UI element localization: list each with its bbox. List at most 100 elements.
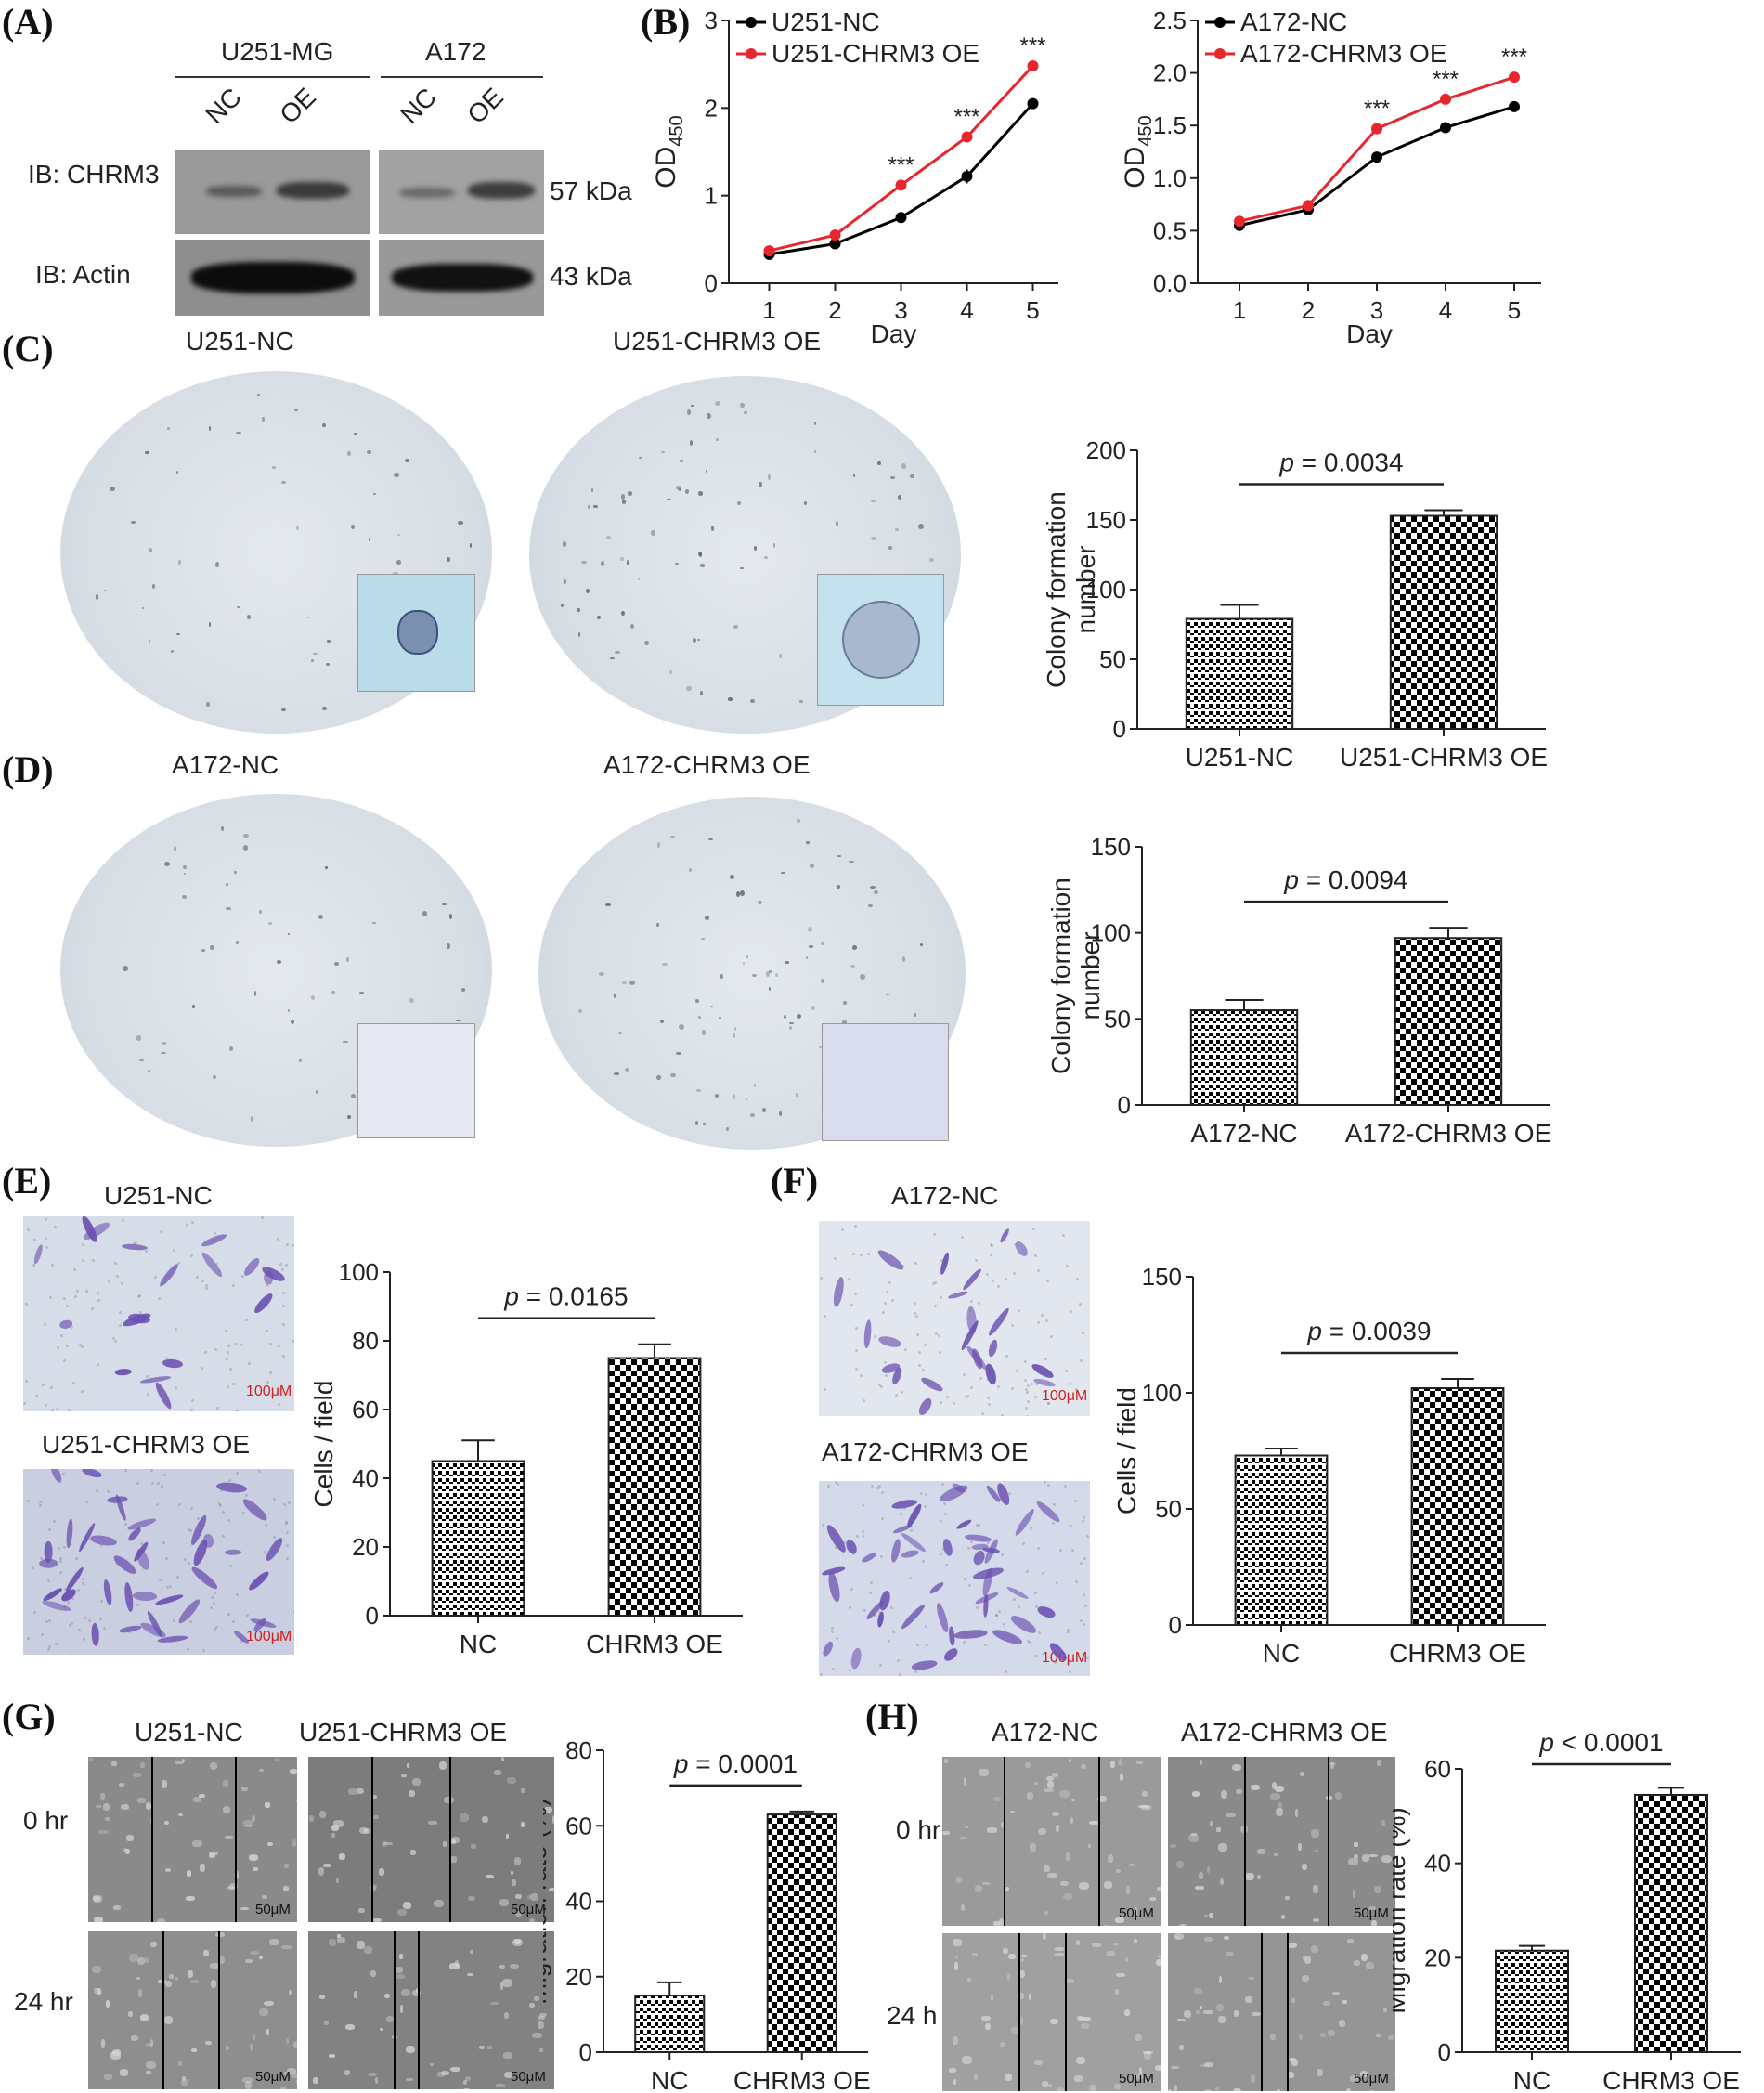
cell-speck [1225,1814,1236,1817]
colony-dot [397,533,400,536]
membrane-pore [220,1489,224,1493]
lane-label: NC [200,82,247,130]
cell-speck [1057,2087,1064,2091]
membrane-pore [899,1673,902,1676]
membrane-pore [45,1619,49,1623]
cell-speck [961,1904,966,1912]
membrane-pore [203,1351,207,1355]
colony-dot [409,997,414,1004]
membrane-pore [876,1487,880,1490]
colony-dot [136,1035,142,1041]
bar-nc [1495,1949,1569,2053]
colony-dot [104,589,107,592]
wound-edge-line [449,1757,451,1922]
cell-speck [94,1916,103,1922]
y-tick-label: 0 [1118,1091,1131,1119]
cell-speck [94,1987,98,1994]
colony-dot [422,911,427,916]
membrane-pore [47,1644,51,1648]
membrane-pore [201,1280,204,1283]
cell-speck [1134,1906,1138,1916]
cell-speck [375,2076,379,2084]
membrane-pore [66,1601,70,1605]
cell-speck [251,1814,255,1823]
membrane-pore [1083,1557,1087,1561]
membrane-pore [975,1606,979,1609]
cell-speck [248,1854,259,1861]
membrane-pore [112,1336,116,1340]
cell-speck [1109,1761,1115,1769]
membrane-pore [62,1545,66,1549]
colony-dot [109,486,115,491]
colony-inset-image [357,574,475,692]
membrane-pore [1052,1502,1056,1506]
cell-speck [530,1892,538,1901]
colony-dot [837,884,840,889]
scale-bar-label: 100μM [1042,1388,1088,1404]
colony-dot [298,1059,302,1063]
y-tick-label: 150 [1091,833,1131,861]
cell-speck [143,1957,150,1964]
membrane-pore [281,1305,285,1308]
cell-speck [1116,1972,1125,1977]
membrane-pore [175,1636,179,1640]
membrane-pore [922,1369,926,1372]
cell-speck [1117,1759,1123,1766]
membrane-pore [85,1532,89,1536]
membrane-pore [933,1304,937,1307]
colony-dot [678,488,681,492]
membrane-pore [71,1325,74,1329]
colony-dot [262,416,265,422]
cell-speck [1113,2083,1121,2090]
scale-bar-label: 50μM [1119,2071,1154,2086]
cell-speck [268,1939,279,1945]
membrane-pore [1056,1581,1059,1585]
line-chart-b2: 0.00.51.01.52.02.51 2 3 4 5DayOD450A172-NCA1… [1120,6,1541,348]
membrane-pore [1058,1549,1062,1553]
cell-speck [1286,1943,1297,1949]
membrane-pore [866,1253,870,1256]
colony-dot [676,1052,681,1056]
membrane-pore [81,1242,84,1246]
colony-dot [404,459,409,463]
colony-dot [581,560,587,564]
membrane-pore [280,1268,284,1271]
stained-cell [215,1481,248,1495]
cell-speck [347,1788,357,1795]
membrane-pore [27,1636,31,1640]
p-value-label: p = 0.0034 [1278,448,1403,477]
membrane-pore [916,1332,920,1336]
stained-cell [935,1601,951,1633]
membrane-pore [269,1343,273,1346]
cell-speck [318,1867,325,1876]
membrane-pore [984,1644,988,1647]
cell-speck [1008,1953,1016,1960]
membrane-pore [1010,1324,1014,1328]
cell-speck [309,1814,315,1823]
y-tick-label: 150 [1086,506,1126,534]
cell-speck [383,1993,391,1999]
membrane-pore [897,1658,901,1662]
cell-speck [198,1793,205,1799]
membrane-pore [990,1254,993,1257]
membrane-pore [890,1606,894,1609]
membrane-pore [53,1225,57,1228]
cell-speck [313,2076,319,2084]
cell-speck [136,1956,145,1965]
membrane-pore [1046,1279,1050,1282]
membrane-pore [877,1384,881,1387]
membrane-pore [201,1367,204,1371]
colony-dot [848,861,854,864]
colony-dot [767,474,772,480]
cell-speck [449,1963,460,1970]
membrane-pore [155,1502,159,1506]
cell-speck [1239,1826,1249,1834]
membrane-pore [933,1232,937,1236]
membrane-pore [232,1383,236,1386]
cell-speck [188,1970,194,1978]
colony-dot [656,842,660,848]
data-point [961,131,973,143]
cell-speck [1135,2034,1143,2041]
membrane-pore [284,1631,288,1634]
cell-speck [1338,2019,1346,2028]
